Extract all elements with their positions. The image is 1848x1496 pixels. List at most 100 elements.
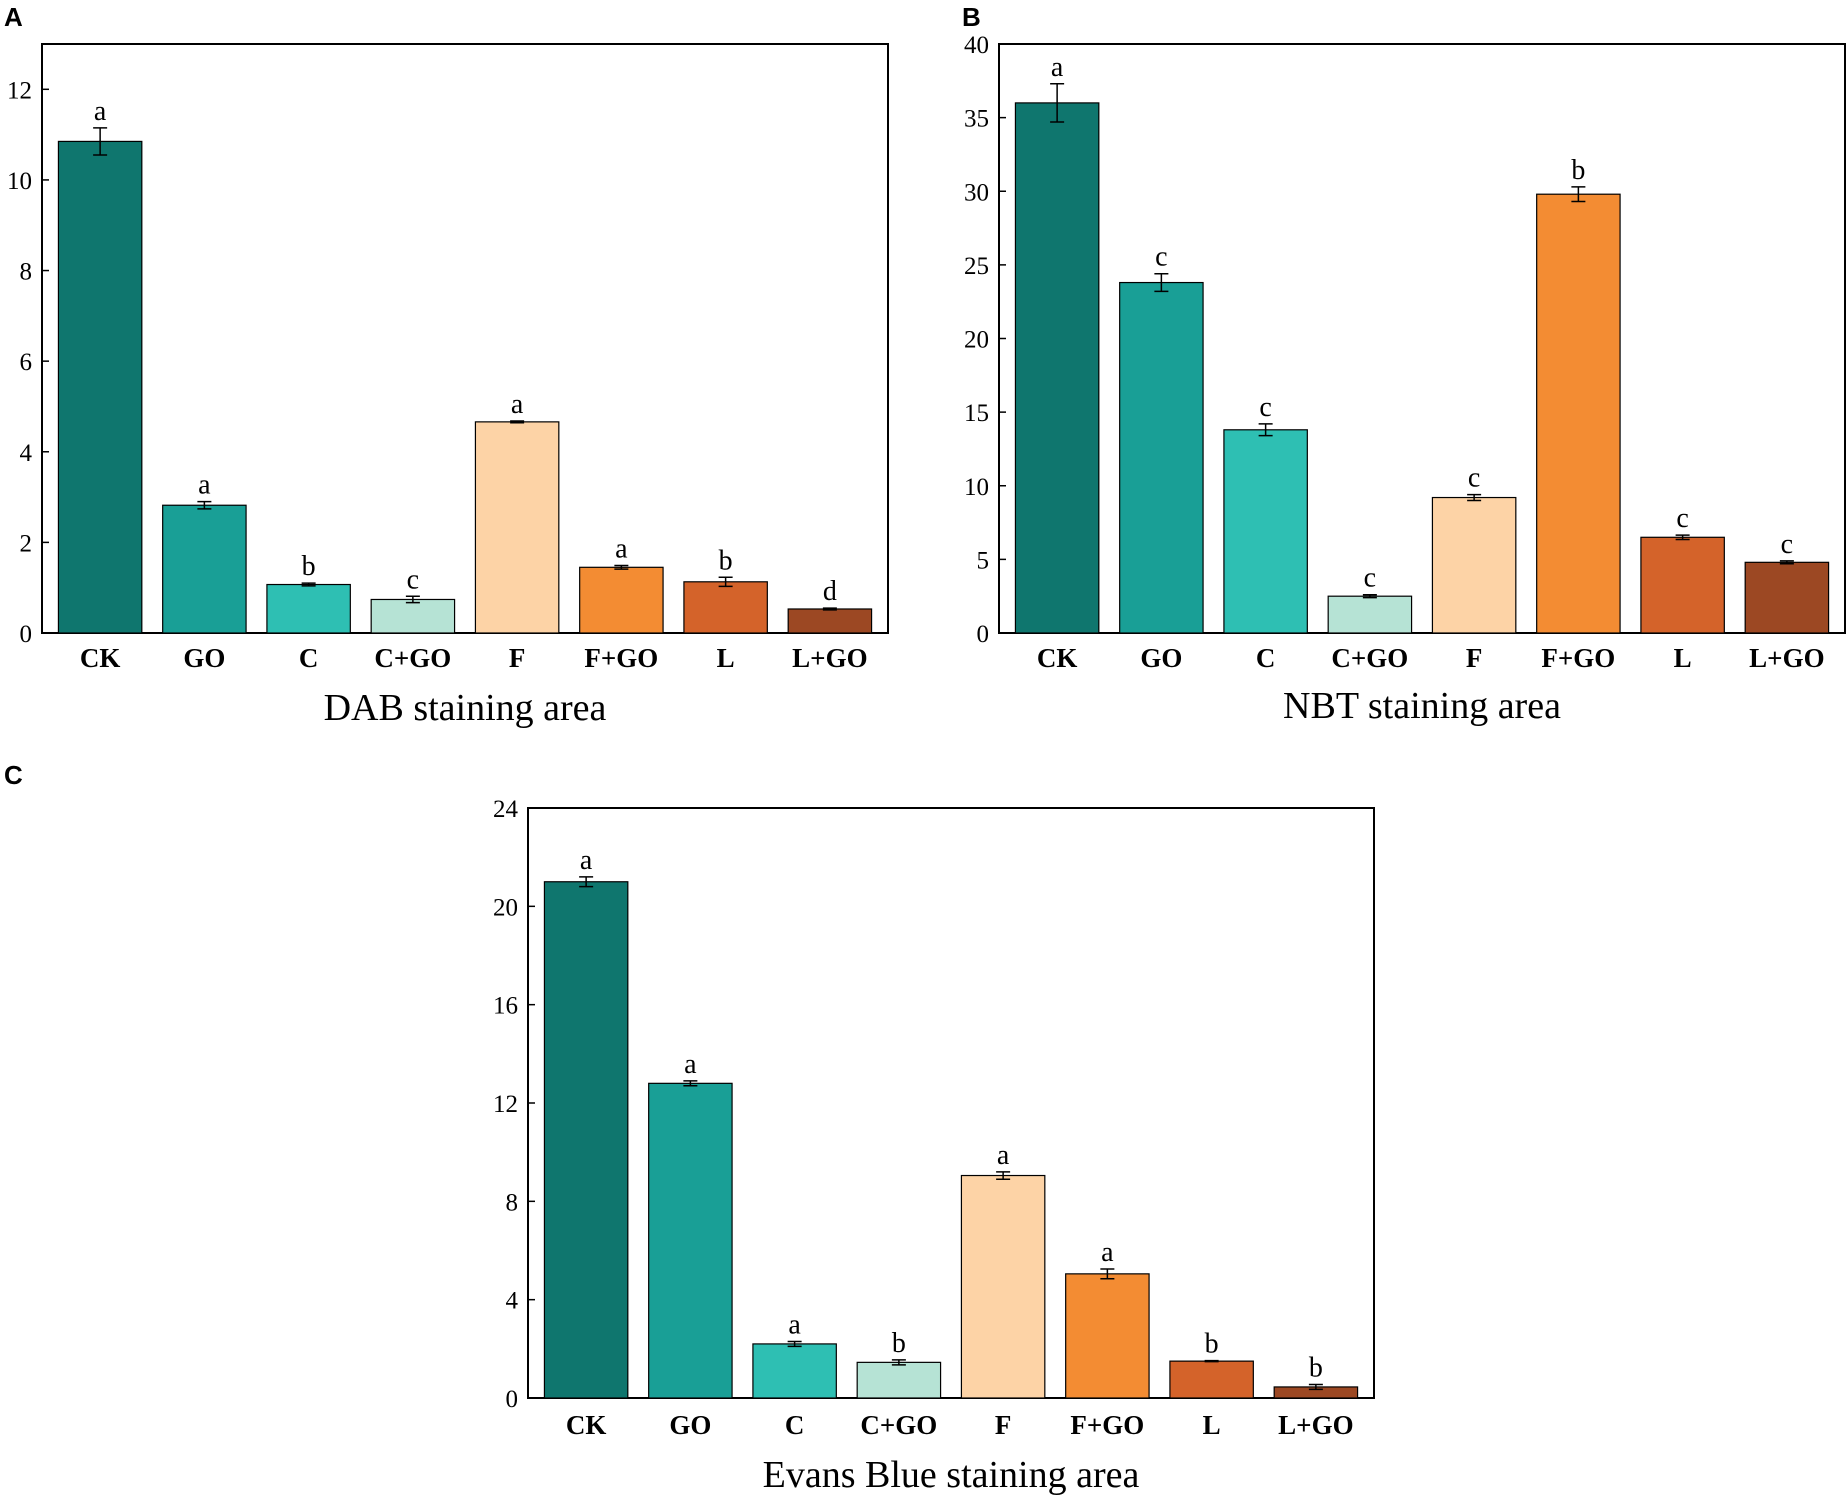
y-tick-label: 6 (20, 349, 33, 376)
significance-label-go: a (684, 1049, 697, 1080)
error-bar-f (996, 1171, 1011, 1180)
significance-label-c-plus-go: b (892, 1328, 906, 1359)
y-tick-label: 4 (506, 1288, 519, 1315)
significance-label-f: a (511, 389, 524, 420)
error-bar-c (787, 1340, 802, 1348)
bar-c-plus-go (1327, 595, 1413, 634)
x-tick-label-ck: CK (1037, 643, 1078, 673)
y-tick-label: 8 (506, 1189, 519, 1216)
x-tick-label-go: GO (1140, 643, 1182, 673)
bar-l (683, 581, 768, 634)
x-tick-label-ck: CK (80, 643, 121, 673)
error-bar-l-plus-go (1779, 560, 1794, 565)
y-tick-label: 0 (977, 621, 990, 648)
error-bar-ck (93, 127, 108, 156)
y-tick-label: 15 (964, 400, 989, 427)
significance-label-ck: a (580, 845, 593, 876)
error-bar-l (1204, 1359, 1219, 1363)
bar-ck (57, 140, 143, 634)
significance-label-l: c (1676, 503, 1688, 534)
significance-label-f-plus-go: b (1571, 155, 1585, 186)
x-tick-label-l: L (1203, 1410, 1221, 1440)
significance-label-c-plus-go: c (1364, 563, 1376, 594)
significance-label-c: c (1259, 392, 1271, 423)
error-bar-l (718, 576, 733, 588)
y-tick-label: 8 (20, 259, 33, 286)
y-tick-label: 35 (964, 106, 989, 133)
panel-label-a: A (4, 2, 23, 32)
y-tick-label: 10 (7, 168, 32, 195)
x-tick-label-go: GO (183, 643, 225, 673)
x-tick-label-f: F (509, 643, 526, 673)
bar-f (960, 1174, 1046, 1399)
y-tick-label: 30 (964, 179, 989, 206)
bar-l-plus-go (787, 608, 873, 634)
bar-f-plus-go (1536, 193, 1621, 634)
error-bar-f-plus-go (614, 564, 629, 570)
error-bar-l-plus-go (1308, 1383, 1323, 1391)
bar-go (1119, 281, 1204, 634)
error-bar-f (1467, 493, 1482, 502)
bar-c (752, 1343, 837, 1399)
x-tick-label-c: C (299, 643, 319, 673)
bar-f (1431, 496, 1517, 634)
error-bar-c-plus-go (405, 595, 420, 604)
x-tick-label-f: F (1466, 643, 1483, 673)
y-tick-label: 20 (493, 894, 518, 921)
significance-label-go: a (198, 470, 211, 501)
y-tick-label: 0 (506, 1386, 519, 1413)
significance-label-c: a (788, 1309, 801, 1340)
error-bar-l (1675, 534, 1690, 541)
error-bar-f (510, 420, 525, 424)
significance-label-ck: a (94, 96, 107, 127)
y-tick-label: 24 (493, 796, 519, 823)
x-tick-label-f: F (995, 1410, 1012, 1440)
x-tick-label-c-plus-go: C+GO (1331, 643, 1408, 673)
y-tick-label: 5 (977, 547, 990, 574)
error-bar-l-plus-go (822, 607, 837, 611)
significance-label-f: a (997, 1140, 1010, 1171)
error-bar-c-plus-go (1362, 593, 1377, 599)
y-tick-label: 20 (964, 327, 989, 354)
y-tick-label: 10 (964, 474, 989, 501)
error-bar-c (1258, 423, 1273, 437)
x-tick-label-l-plus-go: L+GO (1278, 1410, 1353, 1440)
x-tick-label-c-plus-go: C+GO (860, 1410, 937, 1440)
x-axis-label: DAB staining area (324, 687, 607, 729)
significance-label-f-plus-go: a (615, 533, 628, 564)
chart-evans-blue: 0 4 8 12 16 20 24 a CK a GO a Cb C+GO a Fa F+GO b Lb L+GO Ev… (493, 796, 1375, 1496)
bar-go (648, 1082, 733, 1399)
bar-f-plus-go (579, 566, 664, 634)
significance-label-l-plus-go: c (1781, 529, 1793, 560)
bar-l (1169, 1360, 1254, 1399)
chart-dab: 0 2 4 6 8 10 12 a CK a GO b Cc C+GO a Fa F+GO b Ld L+GO DAB … (7, 43, 889, 729)
x-tick-label-c-plus-go: C+GO (374, 643, 451, 673)
error-bar-ck (1050, 83, 1065, 123)
x-tick-label-l-plus-go: L+GO (792, 643, 867, 673)
x-tick-label-f-plus-go: F+GO (1541, 643, 1615, 673)
bar-f-plus-go (1065, 1273, 1150, 1399)
y-tick-label: 16 (493, 993, 518, 1020)
x-tick-label-l: L (1674, 643, 1692, 673)
error-bar-go (197, 500, 212, 510)
y-tick-label: 12 (493, 1091, 518, 1118)
chart-nbt: 0 5 10 15 20 25 30 35 40 a CK c GO c Cc C+GO c Fb F+GO c Lc L… (964, 32, 1846, 727)
significance-label-c: b (302, 551, 316, 582)
significance-label-l-plus-go: b (1309, 1352, 1323, 1383)
x-tick-label-c: C (785, 1410, 805, 1440)
bar-c-plus-go (370, 598, 456, 634)
y-tick-label: 0 (20, 621, 33, 648)
error-bar-c (301, 582, 316, 587)
x-tick-label-f-plus-go: F+GO (584, 643, 658, 673)
bar-c (266, 583, 351, 634)
significance-label-f: c (1468, 463, 1480, 494)
error-bar-c-plus-go (891, 1359, 906, 1366)
x-tick-label-ck: CK (566, 1410, 607, 1440)
error-bar-f-plus-go (1100, 1268, 1115, 1280)
y-tick-label: 25 (964, 253, 989, 280)
significance-label-l: b (719, 545, 733, 576)
panel-label-b: B (962, 2, 981, 32)
x-tick-label-go: GO (669, 1410, 711, 1440)
bar-c (1223, 429, 1308, 634)
